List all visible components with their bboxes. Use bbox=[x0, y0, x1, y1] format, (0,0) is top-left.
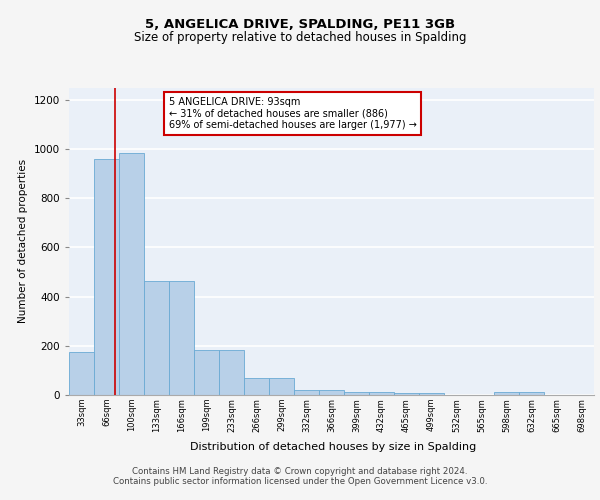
Text: Contains public sector information licensed under the Open Government Licence v3: Contains public sector information licen… bbox=[113, 477, 487, 486]
Bar bbox=[194, 350, 219, 395]
Bar bbox=[244, 378, 269, 395]
Bar bbox=[144, 282, 169, 395]
Bar bbox=[519, 392, 544, 395]
Bar bbox=[394, 394, 419, 395]
Bar bbox=[169, 282, 194, 395]
Bar bbox=[219, 350, 244, 395]
Bar bbox=[69, 352, 94, 395]
Bar bbox=[294, 390, 319, 395]
Bar bbox=[119, 152, 144, 395]
Bar bbox=[494, 392, 519, 395]
Text: 5, ANGELICA DRIVE, SPALDING, PE11 3GB: 5, ANGELICA DRIVE, SPALDING, PE11 3GB bbox=[145, 18, 455, 30]
Bar bbox=[319, 390, 344, 395]
Text: Contains HM Land Registry data © Crown copyright and database right 2024.: Contains HM Land Registry data © Crown c… bbox=[132, 467, 468, 476]
Bar bbox=[369, 392, 394, 395]
Text: Distribution of detached houses by size in Spalding: Distribution of detached houses by size … bbox=[190, 442, 476, 452]
Bar bbox=[269, 378, 294, 395]
Text: Size of property relative to detached houses in Spalding: Size of property relative to detached ho… bbox=[134, 31, 466, 44]
Bar bbox=[344, 392, 369, 395]
Bar bbox=[94, 159, 119, 395]
Bar bbox=[419, 394, 444, 395]
Text: 5 ANGELICA DRIVE: 93sqm
← 31% of detached houses are smaller (886)
69% of semi-d: 5 ANGELICA DRIVE: 93sqm ← 31% of detache… bbox=[169, 96, 416, 130]
Y-axis label: Number of detached properties: Number of detached properties bbox=[18, 159, 28, 324]
